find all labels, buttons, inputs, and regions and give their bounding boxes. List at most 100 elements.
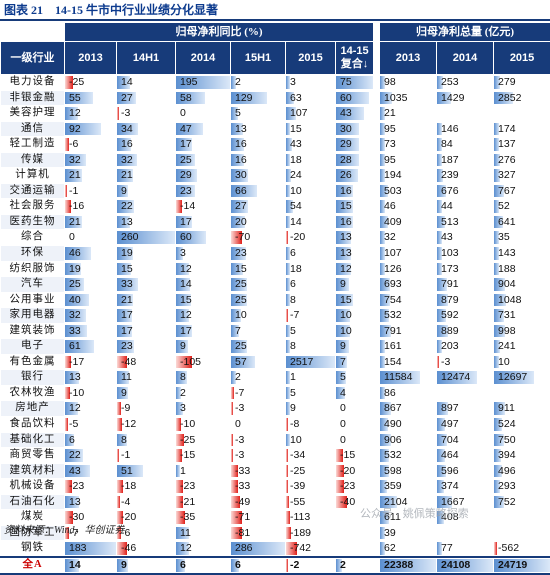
cell-value: 8 <box>176 371 186 383</box>
cell-value: 32 <box>65 309 81 321</box>
cell-value: 17 <box>176 216 192 228</box>
growth-cell: 13 <box>65 494 117 510</box>
cell-value: -70 <box>231 231 250 243</box>
cell-value: 998 <box>494 325 516 337</box>
profit-cell: 409 <box>380 214 437 230</box>
cell-value: 12 <box>176 263 192 275</box>
growth-cell: -7 <box>286 308 336 324</box>
cell-value: 889 <box>437 325 459 337</box>
cell-value: -25 <box>286 465 305 477</box>
profit-cell: 906 <box>380 432 437 448</box>
cell-value: 19 <box>117 247 133 259</box>
profit-cell: 103 <box>437 246 494 262</box>
growth-cell: 9 <box>176 339 231 355</box>
growth-cell: 15 <box>117 261 176 277</box>
profit-cell: 107 <box>380 246 437 262</box>
cell-value: 532 <box>380 309 402 321</box>
cell-value: 8 <box>286 340 296 352</box>
cell-value: -39 <box>286 480 305 492</box>
profit-cell: -3 <box>437 354 494 370</box>
growth-cell: 15 <box>231 261 286 277</box>
cell-value: -113 <box>286 511 310 523</box>
growth-cell: 6 <box>286 277 336 293</box>
growth-cell: 6 <box>176 557 231 574</box>
growth-cell: 18 <box>286 261 336 277</box>
cell-value: -562 <box>494 542 519 554</box>
profit-cell: 98 <box>380 75 437 91</box>
cell-value: 161 <box>380 340 402 352</box>
cell-value: 359 <box>380 480 402 492</box>
cell-value: 1 <box>286 371 296 383</box>
cell-value: 293 <box>494 480 516 492</box>
profit-cell: 598 <box>380 463 437 479</box>
growth-col-header: 14H1 <box>117 42 176 75</box>
cell-value: 731 <box>494 309 516 321</box>
cell-value <box>437 107 441 119</box>
cell-value: -3 <box>437 356 450 368</box>
cell-value: -20 <box>336 465 355 477</box>
profit-cell: 791 <box>380 323 437 339</box>
profit-cell: 497 <box>437 417 494 433</box>
industry-name: 计算机 <box>1 168 65 184</box>
cell-value: 9 <box>336 340 346 352</box>
growth-cell: 32 <box>117 152 176 168</box>
industry-name: 电子 <box>1 339 65 355</box>
compound-cell: 10 <box>336 323 374 339</box>
growth-cell: 47 <box>176 121 231 137</box>
cell-value: 44 <box>437 200 453 212</box>
cell-value: 32 <box>65 154 81 166</box>
growth-cell: 10 <box>286 432 336 448</box>
growth-cell: -39 <box>286 479 336 495</box>
compound-cell: 30 <box>336 121 374 137</box>
cell-value: 21 <box>65 216 81 228</box>
industry-name: 轻工制造 <box>1 137 65 153</box>
growth-cell: 33 <box>117 277 176 293</box>
cell-value: 40 <box>65 294 81 306</box>
figure-number: 图表 21 <box>4 3 43 17</box>
cell-value <box>494 527 498 539</box>
cell-value: 9 <box>176 340 186 352</box>
growth-cell: 12 <box>65 106 117 122</box>
growth-cell: 27 <box>117 90 176 106</box>
growth-cell: -23 <box>176 479 231 495</box>
growth-cell: 12 <box>176 261 231 277</box>
profit-cell: 731 <box>494 308 550 324</box>
profit-cell: 241 <box>494 339 550 355</box>
growth-cell: 8 <box>176 370 231 386</box>
industry-name: 医药生物 <box>1 214 65 230</box>
growth-cell: 2 <box>231 75 286 91</box>
cell-value: -15 <box>176 449 195 461</box>
profit-cell: 21 <box>380 106 437 122</box>
cell-value: 11584 <box>380 371 412 383</box>
cell-value: 13 <box>231 123 247 135</box>
industry-name: 房地产 <box>1 401 65 417</box>
growth-cell: -35 <box>176 510 231 526</box>
profit-cell: 889 <box>437 323 494 339</box>
compound-cell: 4 <box>336 385 374 401</box>
cell-value: -23 <box>176 480 195 492</box>
growth-cell: -742 <box>286 541 336 557</box>
cell-value: 12 <box>336 263 352 275</box>
profit-cell: 867 <box>380 401 437 417</box>
cell-value: -18 <box>117 480 136 492</box>
compound-cell: 16 <box>336 214 374 230</box>
industry-name: 石油石化 <box>1 494 65 510</box>
profit-cell: 62 <box>380 541 437 557</box>
profit-cell: 293 <box>494 479 550 495</box>
figure-caption: 14-15 牛市中行业业绩分化显著 <box>55 3 218 17</box>
growth-col-header: 2013 <box>65 42 117 75</box>
cell-value: 32 <box>380 231 396 243</box>
cell-value: -189 <box>286 527 311 539</box>
cell-value: 641 <box>494 216 516 228</box>
cell-value: 0 <box>336 402 346 414</box>
growth-cell: 22 <box>65 448 117 464</box>
cell-value: 203 <box>437 340 459 352</box>
profit-cell: 750 <box>494 432 550 448</box>
profit-cell: 704 <box>437 432 494 448</box>
cell-value: 187 <box>437 154 459 166</box>
cell-value: 15 <box>336 200 352 212</box>
growth-cell: 30 <box>231 168 286 184</box>
profit-cell: 174 <box>494 121 550 137</box>
